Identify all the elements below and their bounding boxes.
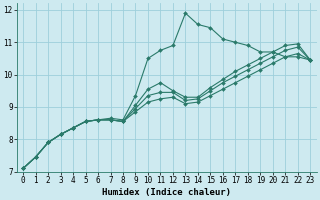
X-axis label: Humidex (Indice chaleur): Humidex (Indice chaleur) xyxy=(102,188,231,197)
